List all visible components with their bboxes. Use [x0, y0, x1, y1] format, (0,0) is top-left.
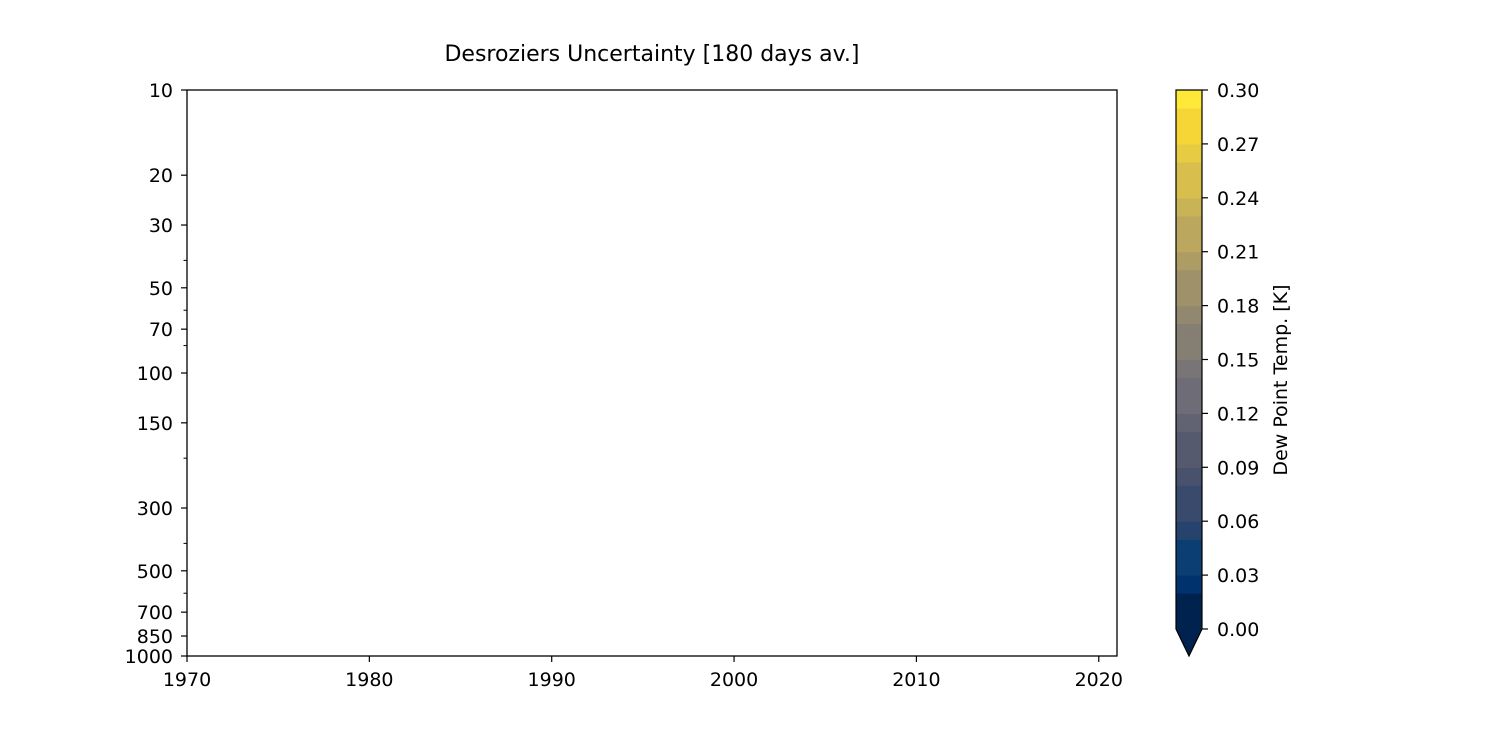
- colorbar-tick-label: 0.30: [1217, 80, 1259, 102]
- y-tick-label: 300: [137, 498, 173, 520]
- colorbar-level: [1176, 359, 1202, 379]
- colorbar: 0.00 0.03 0.06 0.09 0.12 0.15 0.18 0.21 0.24 0.27…: [1175, 80, 1292, 658]
- colorbar-level: [1176, 413, 1202, 432]
- colorbar-level: [1176, 233, 1202, 253]
- colorbar-level: [1176, 197, 1202, 217]
- y-tick-label: 850: [137, 626, 173, 648]
- colorbar-level: [1176, 143, 1202, 163]
- colorbar-tick-label: 0.27: [1217, 134, 1259, 156]
- colorbar-level: [1176, 431, 1202, 450]
- colorbar-extend-triangle: [1176, 629, 1202, 656]
- colorbar-tick-label: 0.03: [1217, 565, 1259, 587]
- x-tick-label: 1970: [163, 669, 211, 691]
- y-tick-label: 20: [149, 165, 173, 187]
- colorbar-fill: [1175, 89, 1203, 658]
- chart-title: Desroziers Uncertainty [180 days av.]: [444, 42, 859, 67]
- colorbar-level: [1176, 179, 1202, 199]
- colorbar-level: [1176, 251, 1202, 271]
- colorbar-level: [1176, 503, 1202, 522]
- plot-frame: [186, 89, 1118, 657]
- colorbar-tick-label: 0.12: [1217, 403, 1259, 425]
- colorbar-level: [1176, 90, 1202, 109]
- colorbar-tick-label: 0.24: [1217, 188, 1259, 210]
- colorbar-level: [1176, 215, 1202, 235]
- colorbar-level: [1176, 377, 1202, 397]
- colorbar-level: [1176, 611, 1202, 630]
- colorbar-level: [1176, 323, 1202, 343]
- colorbar-level: [1176, 341, 1202, 361]
- y-tick-label: 50: [149, 278, 173, 300]
- colorbar-label: Dew Point Temp. [K]: [1270, 284, 1292, 475]
- colorbar-level: [1176, 575, 1202, 594]
- colorbar-outline: [1175, 89, 1203, 658]
- y-tick-label: 10: [149, 80, 173, 102]
- colorbar-level: [1176, 593, 1202, 612]
- colorbar-level: [1176, 449, 1202, 468]
- colorbar-level: [1176, 557, 1202, 576]
- colorbar-level: [1176, 287, 1202, 307]
- colorbar-level: [1176, 125, 1202, 145]
- colorbar-level: [1176, 467, 1202, 486]
- colorbar-level: [1176, 269, 1202, 289]
- colorbar-ticks: 0.00 0.03 0.06 0.09 0.12 0.15 0.18 0.21 0.24 0.27…: [1202, 80, 1259, 641]
- y-tick-label: 30: [149, 215, 173, 237]
- colorbar-level: [1176, 395, 1202, 414]
- y-tick-label: 500: [137, 561, 173, 583]
- y-tick-label: 1000: [125, 646, 173, 668]
- colorbar-tick-label: 0.21: [1217, 242, 1259, 264]
- colorbar-level: [1176, 521, 1202, 540]
- x-axis: 1970 1980 1990 2000 2010 2020: [163, 656, 1123, 691]
- y-tick-label: 700: [137, 602, 173, 624]
- y-tick-label: 70: [149, 319, 173, 341]
- x-tick-label: 2000: [710, 669, 758, 691]
- colorbar-level: [1176, 485, 1202, 504]
- x-tick-label: 2020: [1075, 669, 1123, 691]
- colorbar-tick-label: 0.09: [1217, 457, 1259, 479]
- colorbar-level: [1176, 107, 1202, 127]
- plot-area: [186, 89, 1118, 657]
- colorbar-tick-label: 0.00: [1217, 619, 1259, 641]
- colorbar-level: [1176, 161, 1202, 181]
- x-tick-label: 2010: [892, 669, 940, 691]
- x-tick-label: 1990: [528, 669, 576, 691]
- y-tick-label: 100: [137, 363, 173, 385]
- y-tick-label: 150: [137, 413, 173, 435]
- colorbar-tick-label: 0.15: [1217, 350, 1259, 372]
- colorbar-level: [1176, 305, 1202, 325]
- x-tick-label: 1980: [345, 669, 393, 691]
- colorbar-tick-label: 0.06: [1217, 511, 1259, 533]
- colorbar-tick-label: 0.18: [1217, 296, 1259, 318]
- colorbar-level: [1176, 539, 1202, 558]
